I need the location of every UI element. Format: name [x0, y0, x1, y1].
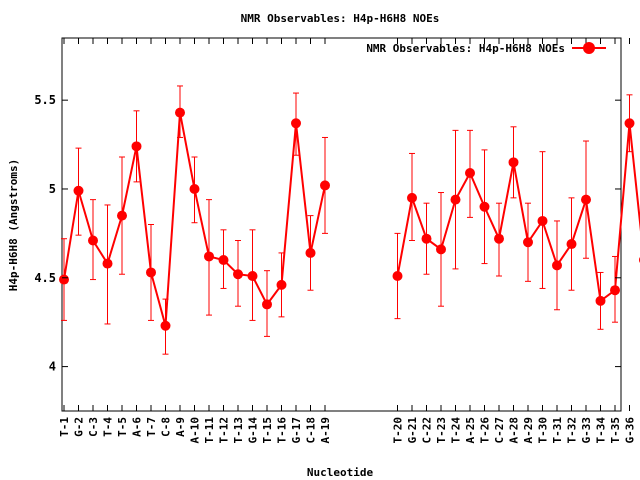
data-point: [610, 285, 620, 296]
data-point: [552, 260, 562, 271]
plot-area: [59, 37, 640, 412]
data-point: [204, 251, 214, 262]
data-point: [276, 279, 287, 290]
data-point: [160, 320, 171, 331]
x-tick-label: A-25: [464, 417, 477, 444]
x-tick-label: T-13: [232, 417, 245, 444]
data-point: [581, 194, 591, 205]
data-point: [59, 274, 69, 285]
x-tick-label: C-27: [493, 417, 506, 444]
x-tick-label: A-6: [131, 417, 144, 437]
x-tick-label: C-37: [638, 417, 640, 444]
data-point: [479, 201, 490, 212]
x-axis-ticks: T-1 G-2 C-3 T-4 T-5 A-6 T-7 C-8 A-9 A-10 T-11 T-12 T…: [58, 38, 640, 444]
x-tick-label: T-26: [479, 417, 492, 444]
y-tick-label: 5.5: [34, 93, 56, 107]
x-tick-label: T-32: [566, 417, 579, 444]
chart-title: NMR Observables: H4p-H6H8 NOEs: [241, 12, 440, 25]
data-point: [494, 233, 504, 244]
data-point: [247, 271, 258, 282]
data-point: [233, 269, 243, 280]
series-line: [396, 123, 640, 303]
x-tick-label: T-5: [116, 417, 129, 437]
x-tick-label: G-21: [406, 417, 419, 444]
data-point: [146, 267, 156, 278]
x-tick-label: T-4: [102, 417, 115, 437]
data-point: [320, 180, 330, 191]
data-point: [450, 194, 461, 205]
data-point: [508, 157, 519, 168]
x-tick-label: G-17: [290, 417, 303, 444]
y-tick-label: 4: [49, 360, 56, 374]
x-tick-label: T-16: [276, 417, 289, 444]
x-tick-label: G-36: [624, 417, 637, 444]
data-point: [175, 107, 185, 118]
y-axis-ticks: 4 4.5 5 5.5: [34, 93, 621, 374]
data-point: [595, 295, 606, 306]
x-tick-label: T-24: [450, 417, 463, 444]
data-point: [291, 118, 301, 129]
data-point: [73, 185, 84, 196]
data-point: [131, 141, 142, 152]
x-tick-label: C-22: [421, 417, 434, 444]
data-point: [305, 247, 316, 258]
data-point: [262, 299, 272, 310]
x-tick-label: T-1: [58, 417, 71, 437]
data-point: [102, 258, 113, 269]
data-point: [88, 235, 98, 246]
x-tick-label: T-20: [392, 417, 405, 444]
x-tick-label: T-12: [218, 417, 231, 444]
legend-label: NMR Observables: H4p-H6H8 NOEs: [366, 42, 565, 55]
data-point: [189, 183, 200, 194]
data-point: [465, 167, 475, 178]
x-tick-label: T-11: [203, 417, 216, 444]
x-tick-label: A-10: [189, 417, 202, 444]
legend-marker: [583, 42, 595, 54]
legend: NMR Observables: H4p-H6H8 NOEs: [366, 42, 606, 55]
data-point: [218, 255, 229, 266]
y-axis-label: H4p-H6H8 (Angstroms): [7, 159, 20, 291]
x-tick-label: A-19: [319, 417, 332, 444]
x-tick-label: T-23: [435, 417, 448, 444]
x-tick-label: A-28: [508, 417, 521, 444]
data-point: [436, 244, 446, 255]
x-tick-label: T-34: [595, 417, 608, 444]
y-tick-label: 5: [49, 182, 56, 196]
data-point: [407, 192, 417, 203]
y-tick-label: 4.5: [34, 271, 56, 285]
x-axis-label: Nucleotide: [307, 466, 374, 479]
data-point: [537, 215, 548, 226]
data-point: [392, 271, 403, 282]
x-tick-label: C-3: [87, 417, 100, 437]
data-point: [421, 233, 432, 244]
x-tick-label: G-33: [580, 417, 593, 444]
x-tick-label: C-8: [160, 417, 173, 437]
x-tick-label: G-2: [73, 417, 86, 437]
x-tick-label: C-18: [305, 417, 318, 444]
x-tick-label: T-30: [537, 417, 550, 444]
x-tick-label: A-29: [522, 417, 535, 444]
x-tick-label: T-15: [261, 417, 274, 444]
data-point: [117, 210, 127, 221]
x-tick-label: G-14: [247, 417, 260, 444]
x-tick-label: T-31: [551, 417, 564, 444]
x-tick-label: A-9: [174, 417, 187, 437]
data-point: [624, 118, 635, 129]
x-tick-label: T-35: [609, 417, 622, 444]
data-point: [523, 237, 533, 248]
x-tick-label: T-7: [145, 417, 158, 437]
data-point: [566, 239, 577, 250]
